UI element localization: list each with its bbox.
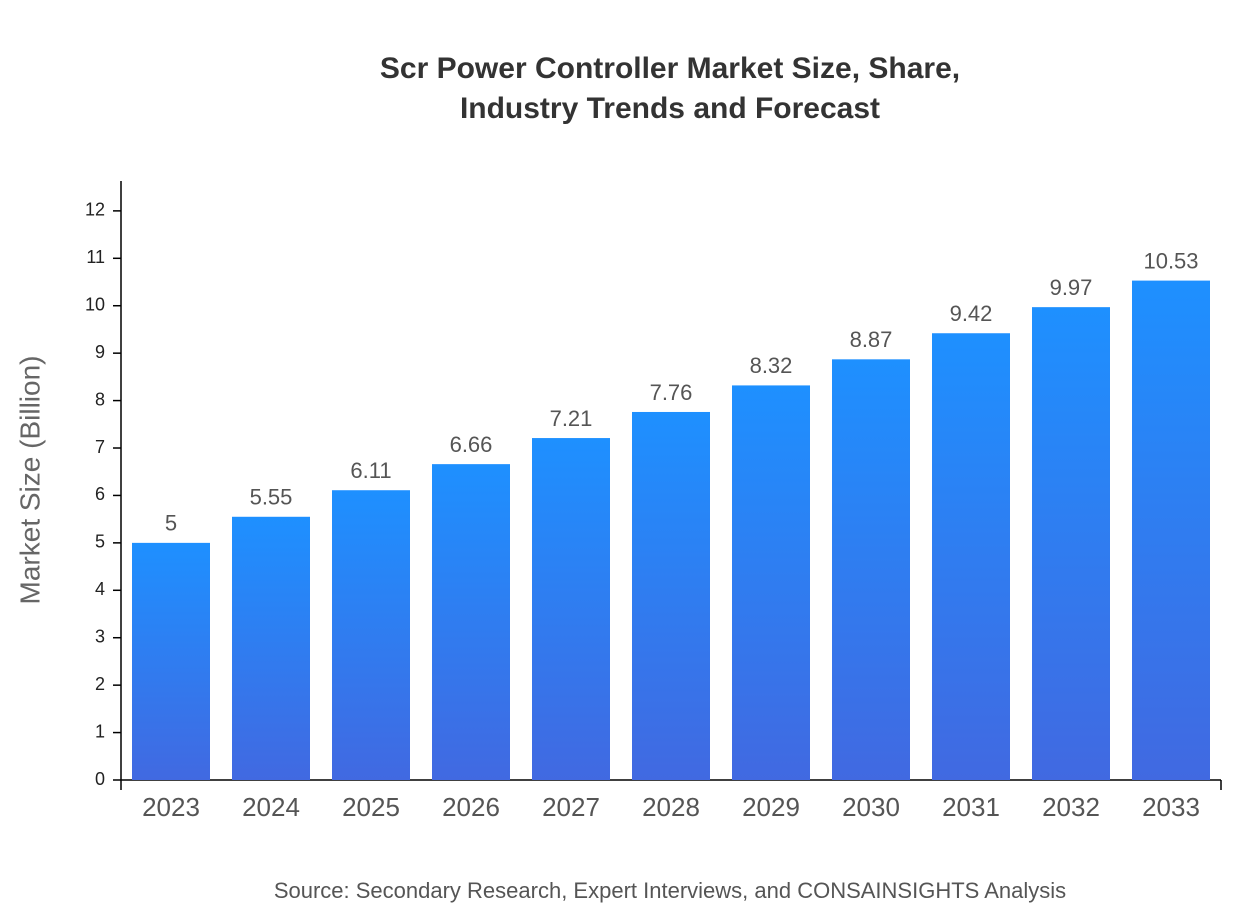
chart-title: Industry Trends and Forecast: [460, 92, 880, 125]
value-label: 6.66: [450, 432, 493, 457]
y-tick-label: 4: [95, 579, 105, 599]
bar: [1132, 280, 1210, 780]
value-label: 6.11: [350, 458, 391, 483]
y-tick-label: 0: [95, 769, 105, 789]
x-tick-label: 2032: [1042, 792, 1100, 822]
y-tick-label: 8: [95, 389, 105, 409]
x-tick-label: 2025: [342, 792, 400, 822]
y-tick-label: 3: [95, 626, 105, 646]
x-tick-label: 2031: [942, 792, 1000, 822]
value-label: 10.53: [1143, 248, 1198, 273]
y-tick-label: 11: [86, 247, 105, 267]
y-tick-label: 12: [85, 200, 105, 220]
chart-title: Scr Power Controller Market Size, Share,: [380, 52, 960, 85]
value-label: 8.32: [750, 353, 793, 378]
y-tick-label: 2: [95, 674, 105, 694]
source-note: Source: Secondary Research, Expert Inter…: [274, 878, 1066, 903]
bar: [532, 438, 610, 780]
bar: [1032, 307, 1110, 780]
bar: [332, 490, 410, 780]
x-tick-label: 2023: [142, 792, 200, 822]
value-label: 5: [165, 511, 177, 536]
x-tick-label: 2030: [842, 792, 900, 822]
y-tick-label: 1: [95, 721, 105, 741]
value-label: 9.42: [950, 301, 993, 326]
bar: [932, 333, 1010, 780]
x-tick-label: 2027: [542, 792, 600, 822]
y-tick-label: 7: [95, 437, 105, 457]
value-label: 8.87: [850, 327, 893, 352]
value-label: 7.76: [650, 380, 693, 405]
y-tick-label: 9: [95, 342, 105, 362]
bar: [132, 542, 210, 780]
value-label: 5.55: [250, 485, 293, 510]
y-tick-label: 10: [85, 294, 105, 314]
x-tick-label: 2029: [742, 792, 800, 822]
y-tick-label: 5: [95, 532, 105, 552]
y-axis-label: Market Size (Billion): [14, 356, 45, 605]
bar: [632, 411, 710, 780]
bar: [432, 464, 510, 780]
y-tick-label: 6: [95, 484, 105, 504]
bar: [732, 385, 810, 780]
x-tick-label: 2033: [1142, 792, 1200, 822]
value-label: 9.97: [1050, 275, 1093, 300]
x-tick-label: 2028: [642, 792, 700, 822]
x-tick-label: 2024: [242, 792, 300, 822]
bar: [832, 359, 910, 780]
value-label: 7.21: [550, 406, 593, 431]
x-tick-label: 2026: [442, 792, 500, 822]
bar: [232, 516, 310, 780]
